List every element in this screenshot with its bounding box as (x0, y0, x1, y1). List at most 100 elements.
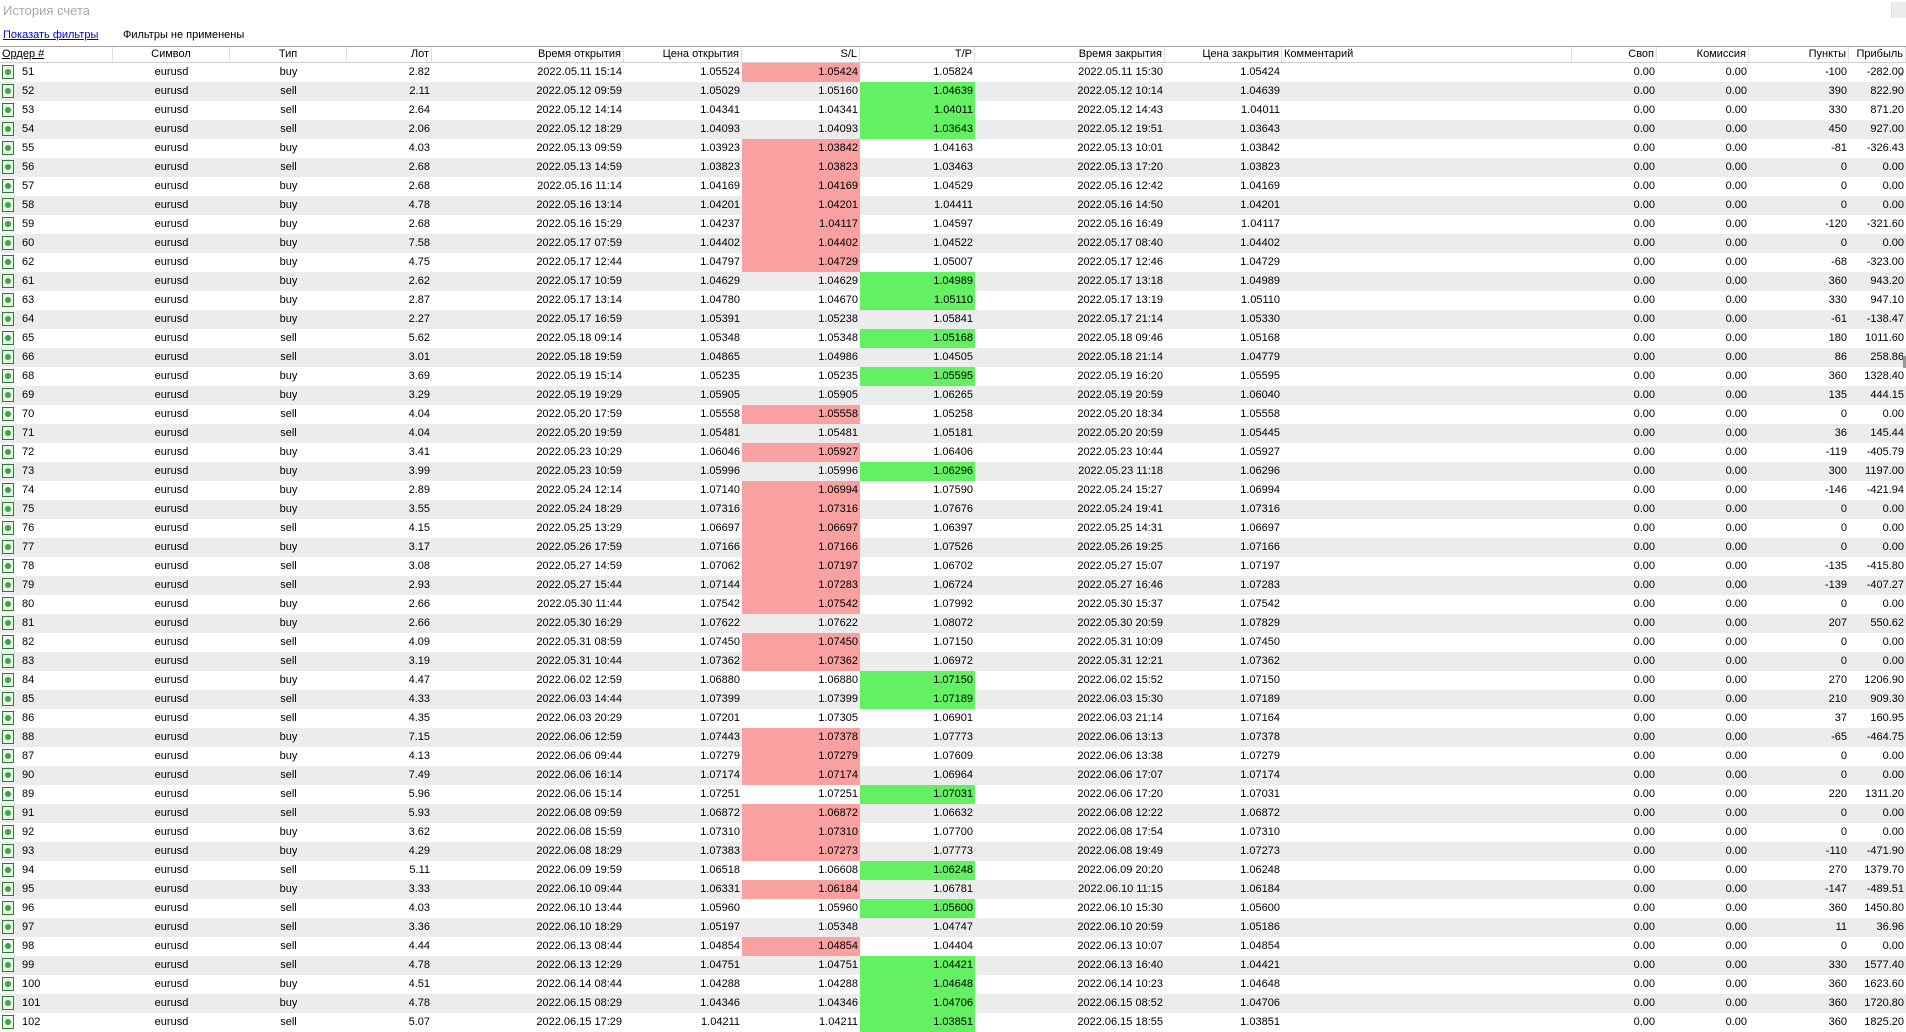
column-header-order[interactable]: Ордер # (0, 47, 113, 62)
table-row[interactable]: 82 eurusd sell 4.09 2022.05.31 08:59 1.07450 1… (0, 633, 1906, 652)
cell-profit: 160.95 (1870, 712, 1904, 724)
table-row[interactable]: 89 eurusd sell 5.96 2022.06.06 15:14 1.07251 1… (0, 785, 1906, 804)
table-row[interactable]: 57 eurusd buy 2.68 2022.05.16 11:14 1.04169 1.… (0, 177, 1906, 196)
column-header-lot[interactable]: Лот (347, 47, 432, 62)
table-row[interactable]: 73 eurusd buy 3.99 2022.05.23 10:59 1.05996 1.… (0, 462, 1906, 481)
cell-close-time: 2022.06.08 19:49 (1077, 845, 1163, 857)
table-row[interactable]: 71 eurusd sell 4.04 2022.05.20 19:59 1.05481 1… (0, 424, 1906, 443)
order-number: 85 (22, 693, 35, 705)
column-header-profit[interactable]: Прибыль (1849, 47, 1906, 62)
column-header-commission[interactable]: Комиссия (1657, 47, 1749, 62)
table-row[interactable]: 53 eurusd sell 2.64 2022.05.12 14:14 1.04341 1… (0, 101, 1906, 120)
column-header-close-price[interactable]: Цена закрытия (1165, 47, 1282, 62)
table-row[interactable]: 101 eurusd buy 4.78 2022.06.15 08:29 1.04346 1… (0, 994, 1906, 1013)
table-row[interactable]: 72 eurusd buy 3.41 2022.05.23 10:29 1.06046 1.… (0, 443, 1906, 462)
scroll-up-arrow-icon[interactable]: ↗ (1896, 70, 1904, 80)
cell-type: buy (279, 142, 298, 154)
column-header-open-time[interactable]: Время открытия (432, 47, 624, 62)
table-row[interactable]: 94 eurusd sell 5.11 2022.06.09 19:59 1.06518 1… (0, 861, 1906, 880)
cell-profit: 1450.80 (1864, 902, 1904, 914)
deal-icon (2, 958, 14, 972)
cell-open-time: 2022.06.06 16:14 (536, 769, 622, 781)
table-row[interactable]: 58 eurusd buy 4.78 2022.05.16 13:14 1.04201 1.… (0, 196, 1906, 215)
cell-comment (1282, 158, 1572, 177)
table-row[interactable]: 99 eurusd sell 4.78 2022.06.13 12:29 1.04751 1… (0, 956, 1906, 975)
cell-close-price: 1.07150 (1240, 674, 1280, 686)
column-header-points[interactable]: Пункты (1749, 47, 1849, 62)
table-row[interactable]: 52 eurusd sell 2.11 2022.05.12 09:59 1.05029 1… (0, 82, 1906, 101)
table-row[interactable]: 84 eurusd buy 4.47 2022.06.02 12:59 1.06880 1.… (0, 671, 1906, 690)
table-row[interactable]: 62 eurusd buy 4.75 2022.05.17 12:44 1.04797 1.… (0, 253, 1906, 272)
cell-lot: 3.19 (408, 655, 430, 667)
table-row[interactable]: 93 eurusd buy 4.29 2022.06.08 18:29 1.07383 1.… (0, 842, 1906, 861)
table-row[interactable]: 85 eurusd sell 4.33 2022.06.03 14:44 1.07399 1… (0, 690, 1906, 709)
table-row[interactable]: 88 eurusd buy 7.15 2022.06.06 12:59 1.07443 1.… (0, 728, 1906, 747)
cell-close-price: 1.06872 (1240, 807, 1280, 819)
column-header-close-time[interactable]: Время закрытия (975, 47, 1165, 62)
column-header-type[interactable]: Тип (230, 47, 347, 62)
table-row[interactable]: 74 eurusd buy 2.89 2022.05.24 12:14 1.07140 1.… (0, 481, 1906, 500)
cell-profit: 444.15 (1870, 389, 1904, 401)
cell-type: sell (280, 351, 297, 363)
table-row[interactable]: 70 eurusd sell 4.04 2022.05.20 17:59 1.05558 1… (0, 405, 1906, 424)
table-row[interactable]: 77 eurusd buy 3.17 2022.05.26 17:59 1.07166 1.… (0, 538, 1906, 557)
table-row[interactable]: 80 eurusd buy 2.66 2022.05.30 11:44 1.07542 1.… (0, 595, 1906, 614)
column-header-comment[interactable]: Комментарий (1282, 47, 1572, 62)
cell-open-time: 2022.05.19 19:29 (536, 389, 622, 401)
table-row[interactable]: 87 eurusd buy 4.13 2022.06.06 09:44 1.07279 1.… (0, 747, 1906, 766)
cell-tp: 1.04747 (933, 921, 973, 933)
table-row[interactable]: 63 eurusd buy 2.87 2022.05.17 13:14 1.04780 1.… (0, 291, 1906, 310)
table-row[interactable]: 92 eurusd buy 3.62 2022.06.08 15:59 1.07310 1.… (0, 823, 1906, 842)
column-header-symbol[interactable]: Символ (113, 47, 230, 62)
cell-profit: 1311.20 (1865, 788, 1904, 800)
table-row[interactable]: 69 eurusd buy 3.29 2022.05.19 19:29 1.05905 1.… (0, 386, 1906, 405)
table-row[interactable]: 97 eurusd sell 3.36 2022.06.10 18:29 1.05197 1… (0, 918, 1906, 937)
window-control-button[interactable] (1891, 2, 1906, 18)
table-row[interactable]: 91 eurusd sell 5.93 2022.06.08 09:59 1.06872 1… (0, 804, 1906, 823)
table-row[interactable]: 66 eurusd sell 3.01 2022.05.18 19:59 1.04865 1… (0, 348, 1906, 367)
cell-open-price: 1.04629 (700, 275, 740, 287)
show-filters-link[interactable]: Показать фильтры (3, 29, 99, 41)
table-row[interactable]: 65 eurusd sell 5.62 2022.05.18 09:14 1.05348 1… (0, 329, 1906, 348)
table-row[interactable]: 78 eurusd sell 3.08 2022.05.27 14:59 1.07062 1… (0, 557, 1906, 576)
cell-comment (1282, 424, 1572, 443)
table-row[interactable]: 54 eurusd sell 2.06 2022.05.12 18:29 1.04093 1… (0, 120, 1906, 139)
table-row[interactable]: 79 eurusd sell 2.93 2022.05.27 15:44 1.07144 1… (0, 576, 1906, 595)
table-row[interactable]: 76 eurusd sell 4.15 2022.05.25 13:29 1.06697 1… (0, 519, 1906, 538)
cell-close-price: 1.06184 (1240, 883, 1280, 895)
table-row[interactable]: 61 eurusd buy 2.62 2022.05.17 10:59 1.04629 1.… (0, 272, 1906, 291)
cell-lot: 2.87 (408, 294, 430, 306)
table-row[interactable]: 68 eurusd buy 3.69 2022.05.19 15:14 1.05235 1.… (0, 367, 1906, 386)
table-row[interactable]: 83 eurusd sell 3.19 2022.05.31 10:44 1.07362 1… (0, 652, 1906, 671)
table-row[interactable]: 95 eurusd buy 3.33 2022.06.10 09:44 1.06331 1.… (0, 880, 1906, 899)
table-row[interactable]: 64 eurusd buy 2.27 2022.05.17 16:59 1.05391 1.… (0, 310, 1906, 329)
column-header-tp[interactable]: T/P (860, 47, 975, 62)
table-row[interactable]: 86 eurusd sell 4.35 2022.06.03 20:29 1.07201 1… (0, 709, 1906, 728)
column-header-open-price[interactable]: Цена открытия (624, 47, 742, 62)
table-row[interactable]: 96 eurusd sell 4.03 2022.06.10 13:44 1.05960 1… (0, 899, 1906, 918)
cell-points: 11 (1835, 921, 1847, 933)
table-row[interactable]: 56 eurusd sell 2.68 2022.05.13 14:59 1.03823 1… (0, 158, 1906, 177)
table-row[interactable]: 98 eurusd sell 4.44 2022.06.13 08:44 1.04854 1… (0, 937, 1906, 956)
table-row[interactable]: 51 eurusd buy 2.82 2022.05.11 15:14 1.05524 1.… (0, 63, 1906, 82)
column-header-swap[interactable]: Своп (1572, 47, 1657, 62)
table-row[interactable]: 100 eurusd buy 4.51 2022.06.14 08:44 1.04288 1… (0, 975, 1906, 994)
cell-symbol: eurusd (154, 142, 189, 154)
cell-order: 69 (0, 386, 113, 405)
cell-open-price: 1.04402 (700, 237, 740, 249)
table-row[interactable]: 59 eurusd buy 2.68 2022.05.16 15:29 1.04237 1.… (0, 215, 1906, 234)
order-number: 86 (22, 712, 35, 724)
table-row[interactable]: 60 eurusd buy 7.58 2022.05.17 07:59 1.04402 1.… (0, 234, 1906, 253)
table-row[interactable]: 75 eurusd buy 3.55 2022.05.24 18:29 1.07316 1.… (0, 500, 1906, 519)
table-row[interactable]: 81 eurusd buy 2.66 2022.05.30 16:29 1.07622 1.… (0, 614, 1906, 633)
cell-type: sell (280, 864, 297, 876)
scrollbar-thumb[interactable] (1903, 356, 1906, 368)
table-row[interactable]: 90 eurusd sell 7.49 2022.06.06 16:14 1.07174 1… (0, 766, 1906, 785)
cell-symbol: eurusd (154, 218, 189, 230)
cell-order: 63 (0, 291, 113, 310)
column-header-sl[interactable]: S/L (742, 47, 860, 62)
table-row[interactable]: 55 eurusd buy 4.03 2022.05.13 09:59 1.03923 1.… (0, 139, 1906, 158)
cell-type: sell (280, 560, 297, 572)
cell-open-price: 1.05996 (700, 465, 740, 477)
table-row[interactable]: 102 eurusd sell 5.07 2022.06.15 17:29 1.04211… (0, 1013, 1906, 1032)
